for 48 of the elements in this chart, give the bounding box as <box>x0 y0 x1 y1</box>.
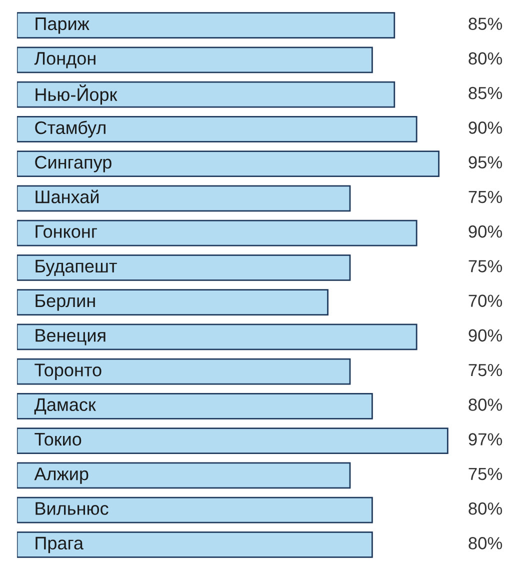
bar <box>17 358 351 385</box>
data-label: 75% <box>468 364 502 376</box>
data-label: 85% <box>468 18 502 30</box>
y-tick-label: Берлин <box>36 294 95 311</box>
data-label: 90% <box>468 329 502 342</box>
y-tick-label: Алжир <box>34 468 88 484</box>
data-label: 80% <box>468 537 502 550</box>
bar <box>17 81 396 108</box>
bar <box>17 496 373 524</box>
bar <box>17 150 440 177</box>
y-tick-label: Вильнюс <box>36 502 108 515</box>
bar <box>17 532 373 558</box>
data-label: 90% <box>468 225 502 238</box>
data-label: 90% <box>468 122 502 134</box>
y-tick-label: Будапешт <box>36 260 117 276</box>
bar <box>17 220 418 246</box>
bar <box>17 289 328 316</box>
bar <box>17 393 373 420</box>
bar <box>17 428 448 454</box>
data-label: 75% <box>468 468 502 480</box>
y-tick-label: Лондон <box>34 52 96 68</box>
data-label: 70% <box>468 294 502 307</box>
y-tick-label: Нью-Йорк <box>36 84 118 105</box>
y-tick-label: Венеция <box>36 329 106 346</box>
bar <box>17 462 351 489</box>
bar <box>17 12 396 38</box>
y-tick-label: Гонконг <box>36 225 97 238</box>
bar <box>17 116 418 142</box>
y-tick-label: Сингапур <box>35 156 112 172</box>
y-tick-label: Токио <box>34 433 82 446</box>
bar <box>17 46 373 74</box>
bar <box>17 324 418 350</box>
bar <box>17 185 351 212</box>
data-label: 75% <box>468 260 502 272</box>
data-label: 97% <box>468 433 502 446</box>
data-label: 80% <box>468 52 502 65</box>
y-tick-label: Париж <box>36 18 90 34</box>
y-tick-label: Торонто <box>34 364 102 380</box>
y-tick-label: Стамбул <box>35 120 106 138</box>
data-label: 80% <box>468 502 502 515</box>
y-tick-label: Шанхай <box>36 190 98 204</box>
y-tick-label: Прага <box>36 536 84 554</box>
data-label: 75% <box>468 190 502 204</box>
data-label: 95% <box>468 156 502 168</box>
data-label: 80% <box>468 398 502 411</box>
data-label: 85% <box>468 86 502 100</box>
bar <box>17 254 351 281</box>
y-tick-label: Дамаск <box>34 398 96 414</box>
